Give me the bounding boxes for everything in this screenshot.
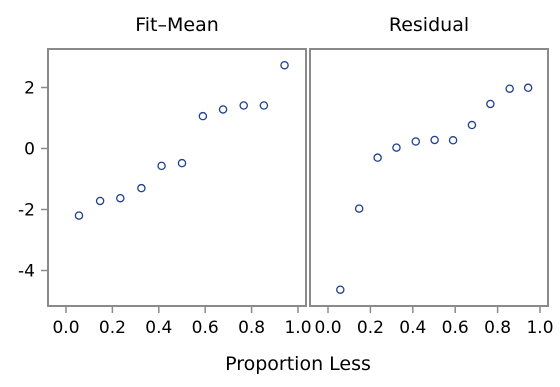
x-tick-label: 1.0	[284, 318, 311, 338]
data-point	[354, 204, 364, 213]
data-point	[177, 158, 187, 168]
data-point	[373, 153, 382, 162]
x-tick-label: 0.0	[52, 318, 79, 338]
data-point	[448, 136, 458, 145]
x-tick-label: 0.2	[357, 318, 384, 338]
data-point	[486, 99, 495, 109]
data-point	[218, 105, 228, 114]
data-point	[336, 285, 345, 294]
x-tick-label: 0.8	[238, 318, 265, 338]
data-point	[137, 183, 146, 193]
x-tick-label: 1.0	[526, 318, 553, 338]
data-point	[259, 101, 269, 110]
data-point	[430, 135, 439, 145]
data-point	[198, 111, 208, 121]
y-tick-label: 2	[24, 79, 35, 99]
x-tick-label: 0.4	[399, 318, 426, 338]
y-tick-label: -4	[18, 262, 35, 282]
y-tick-label: 0	[24, 140, 35, 160]
data-point	[95, 196, 105, 206]
plot-frame	[309, 48, 549, 307]
data-point	[523, 83, 533, 93]
panel-title: Fit–Mean	[135, 14, 219, 36]
data-point	[411, 137, 421, 146]
y-tick-label: -2	[18, 201, 35, 221]
x-tick-label: 0.0	[314, 318, 341, 338]
x-axis-label: Proportion Less	[225, 353, 371, 375]
data-point	[467, 120, 477, 130]
x-tick-label: 0.2	[99, 318, 126, 338]
data-point	[239, 101, 248, 110]
plot-frame	[47, 48, 307, 307]
data-point	[74, 211, 84, 220]
panel-title: Residual	[389, 14, 469, 36]
x-tick-label: 0.6	[192, 318, 219, 338]
data-point	[116, 193, 125, 203]
x-tick-label: 0.6	[442, 318, 469, 338]
data-point	[157, 161, 166, 171]
x-tick-label: 0.8	[484, 318, 511, 338]
data-point	[392, 143, 401, 152]
data-point	[505, 84, 514, 93]
x-tick-label: 0.4	[145, 318, 172, 338]
data-point	[280, 60, 289, 70]
